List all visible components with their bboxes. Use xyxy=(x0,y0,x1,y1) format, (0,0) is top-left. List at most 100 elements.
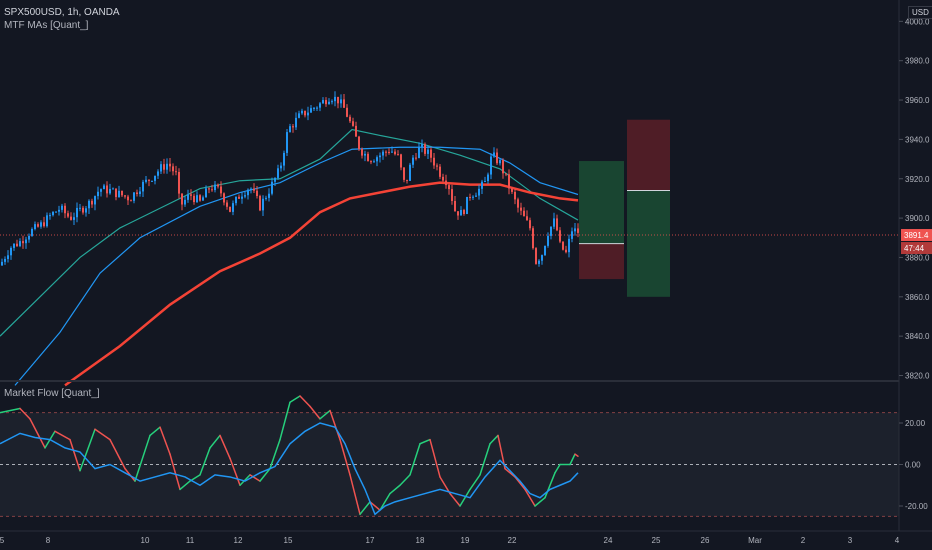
candle-body xyxy=(163,164,165,170)
candle-body xyxy=(16,243,18,247)
date-tick-label: 11 xyxy=(186,536,195,545)
candle-body xyxy=(277,168,279,178)
date-tick-label: 12 xyxy=(234,536,243,545)
long-position-profit-zone xyxy=(579,161,624,244)
candle-body xyxy=(373,161,375,163)
flow-fast-segment xyxy=(574,453,579,457)
candle-body xyxy=(139,191,141,195)
candle-body xyxy=(88,200,90,209)
candle-body xyxy=(205,188,207,198)
candle-body xyxy=(349,116,351,122)
candle-body xyxy=(517,199,519,208)
candle-body xyxy=(109,188,111,194)
candle-body xyxy=(436,165,438,167)
date-tick-label: 22 xyxy=(508,536,517,545)
ma-slow-line xyxy=(64,181,579,387)
flow-fast-segment xyxy=(19,407,31,420)
candle-body xyxy=(358,136,360,150)
date-tick-label: 15 xyxy=(284,536,293,545)
candle-body xyxy=(85,208,87,213)
candle-body xyxy=(532,228,534,249)
candle-body xyxy=(181,193,183,205)
candle-body xyxy=(571,231,573,239)
candle-body xyxy=(28,235,30,240)
candle-body xyxy=(157,171,159,176)
candle-body xyxy=(166,163,168,170)
candle-body xyxy=(94,196,96,205)
candle-body xyxy=(460,209,462,216)
candle-body xyxy=(118,190,120,198)
candle-body xyxy=(259,196,261,211)
flow-fast-segment xyxy=(369,501,381,511)
date-tick-label: 26 xyxy=(701,536,710,545)
candle-body xyxy=(328,101,330,105)
flow-fast-segment xyxy=(339,438,351,476)
flow-fast-segment xyxy=(514,476,526,491)
price-tick-label: 3820.0 xyxy=(905,372,930,381)
candle-body xyxy=(133,192,135,201)
candle-body xyxy=(64,205,66,214)
candle-body xyxy=(421,144,423,147)
candle-body xyxy=(193,195,195,203)
candle-body xyxy=(262,198,264,211)
candle-body xyxy=(337,96,339,104)
candle-body xyxy=(112,188,114,190)
candle-body xyxy=(451,189,453,201)
candle-body xyxy=(247,189,249,196)
flow-fast-segment xyxy=(239,474,251,486)
candle-body xyxy=(565,249,567,253)
flow-slow-line xyxy=(0,422,579,516)
currency-label[interactable]: USD xyxy=(908,6,932,19)
candle-body xyxy=(397,154,399,156)
flow-tick-label: 0.00 xyxy=(905,461,921,470)
date-tick-label: 8 xyxy=(46,536,51,545)
flow-fast-segment xyxy=(269,438,281,470)
flow-fast-segment xyxy=(79,428,96,472)
candle-body xyxy=(394,151,396,155)
candle-body xyxy=(13,243,15,248)
flow-tick-label: 20.00 xyxy=(905,419,926,428)
candle-body xyxy=(511,188,513,192)
candle-body xyxy=(502,160,504,174)
flow-fast-segment xyxy=(449,492,461,507)
flow-fast-segment xyxy=(109,438,126,470)
candle-body xyxy=(52,211,54,216)
candle-body xyxy=(76,207,78,218)
symbol-title[interactable]: SPX500USD, 1h, OANDA xyxy=(4,7,120,18)
candle-body xyxy=(538,260,540,264)
candle-body xyxy=(235,196,237,204)
countdown-badge xyxy=(901,242,932,255)
price-tick-label: 4000.0 xyxy=(905,17,930,26)
candle-body xyxy=(58,209,60,212)
candle-body xyxy=(82,207,84,213)
ma-fast-line xyxy=(0,128,579,337)
flow-fast-segment xyxy=(0,407,21,414)
candle-body xyxy=(448,185,450,190)
flow-fast-segment xyxy=(329,409,341,441)
candle-body xyxy=(445,180,447,186)
candle-body xyxy=(553,218,555,227)
date-tick-label: 4 xyxy=(895,536,900,545)
candle-body xyxy=(43,222,45,227)
candle-body xyxy=(217,184,219,187)
flow-fast-segment xyxy=(479,443,491,476)
candle-body xyxy=(466,196,468,214)
long-position-loss-zone xyxy=(579,243,624,280)
candle-body xyxy=(367,153,369,162)
flow-fast-segment xyxy=(69,438,81,472)
indicator-mtf-mas[interactable]: MTF MAs [Quant_] xyxy=(4,20,89,31)
last-price-badge xyxy=(901,229,932,242)
candle-body xyxy=(169,163,171,167)
date-tick-label: 25 xyxy=(652,536,661,545)
candle-body xyxy=(214,184,216,191)
flow-fast-segment xyxy=(29,418,46,449)
candle-body xyxy=(529,220,531,229)
candle-body xyxy=(25,239,27,244)
candle-body xyxy=(550,226,552,236)
candle-body xyxy=(475,195,477,197)
short-position-loss-zone xyxy=(627,119,670,191)
indicator-market-flow[interactable]: Market Flow [Quant_] xyxy=(4,388,100,399)
candle-body xyxy=(523,210,525,217)
candle-body xyxy=(70,216,72,220)
